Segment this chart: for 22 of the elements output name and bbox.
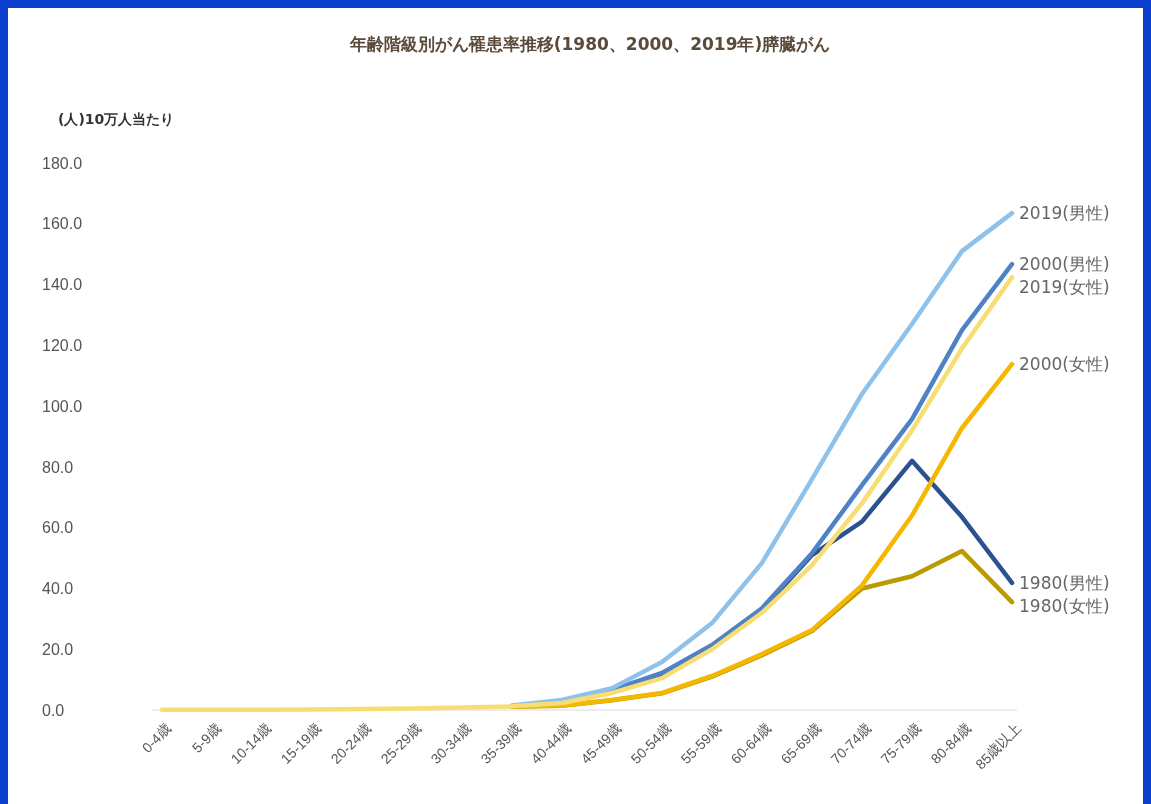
series-label: 2019(女性) <box>1019 277 1110 298</box>
x-tick-label: 5-9歳 <box>188 720 225 756</box>
series-label: 1980(女性) <box>1019 595 1110 616</box>
x-tick-label: 85歳以上 <box>972 720 1025 773</box>
y-tick-label: 20.0 <box>42 640 74 658</box>
y-tick-label: 160.0 <box>42 215 83 233</box>
x-tick-label: 0-4歳 <box>138 720 175 756</box>
series-label: 2000(男性) <box>1019 254 1110 275</box>
series-label: 2019(男性) <box>1019 203 1110 224</box>
line-series <box>159 275 1015 712</box>
y-tick-label: 80.0 <box>42 458 74 476</box>
chart-title: 年齢階級別がん罹患率推移(1980、2000、2019年)膵臓がん <box>348 34 831 54</box>
y-tick-label: 40.0 <box>42 580 74 598</box>
y-axis-title: (人)10万人当たり <box>58 111 175 127</box>
y-tick-label: 180.0 <box>42 154 83 172</box>
y-tick-label: 60.0 <box>42 519 74 537</box>
y-tick-label: 100.0 <box>42 397 83 415</box>
y-tick-label: 0.0 <box>42 701 65 719</box>
y-tick-label: 120.0 <box>42 336 83 354</box>
series-label: 2000(女性) <box>1019 354 1110 375</box>
series-label: 1980(男性) <box>1019 572 1110 593</box>
y-tick-label: 140.0 <box>42 276 83 294</box>
